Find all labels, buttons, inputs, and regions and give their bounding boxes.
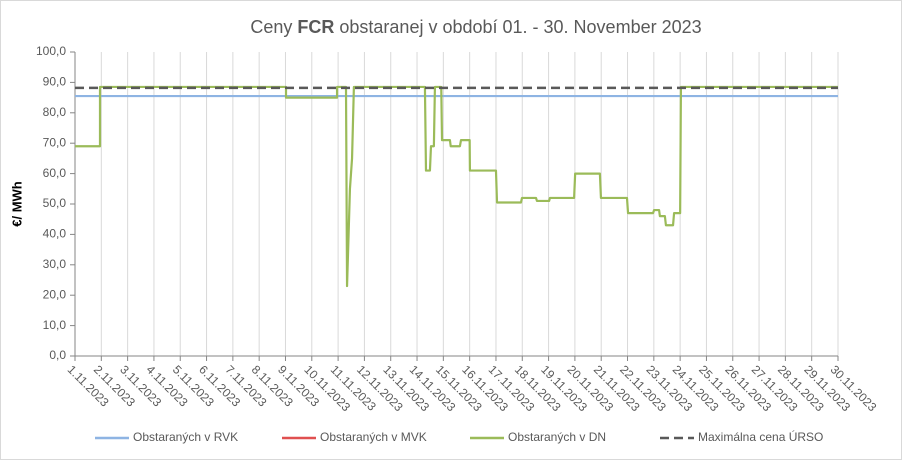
legend-label: Obstaraných v DN bbox=[508, 430, 606, 444]
legend-item: Obstaraných v DN bbox=[470, 430, 606, 444]
y-tick-label: 80,0 bbox=[43, 105, 67, 119]
legend-item: Obstaraných v MVK bbox=[282, 430, 427, 444]
y-tick-label: 50,0 bbox=[43, 196, 67, 210]
y-axis-title: €/ MWh bbox=[9, 181, 24, 227]
legend-item: Obstaraných v RVK bbox=[95, 430, 238, 444]
title-part: obstaranej v období 01. - 30. November 2… bbox=[339, 17, 701, 37]
y-tick-label: 10,0 bbox=[43, 318, 67, 332]
title-part: Ceny bbox=[250, 17, 292, 37]
y-tick-label: 90,0 bbox=[43, 75, 67, 89]
y-tick-label: 60,0 bbox=[43, 166, 67, 180]
y-tick-label: 70,0 bbox=[43, 135, 67, 149]
legend-label: Maximálna cena ÚRSO bbox=[698, 429, 823, 444]
legend-label: Obstaraných v MVK bbox=[320, 430, 427, 444]
series-line bbox=[75, 85, 838, 288]
y-tick-label: 20,0 bbox=[43, 287, 67, 301]
y-tick-label: 100,0 bbox=[36, 44, 66, 58]
legend-label: Obstaraných v RVK bbox=[133, 430, 238, 444]
y-tick-label: 30,0 bbox=[43, 257, 67, 271]
legend-item: Maximálna cena ÚRSO bbox=[660, 429, 823, 444]
y-tick-label: 0,0 bbox=[49, 348, 66, 362]
chart-title: Ceny FCR obstaranej v období 01. - 30. Nov… bbox=[250, 17, 701, 37]
title-part: FCR bbox=[297, 17, 334, 37]
y-tick-label: 40,0 bbox=[43, 227, 67, 241]
